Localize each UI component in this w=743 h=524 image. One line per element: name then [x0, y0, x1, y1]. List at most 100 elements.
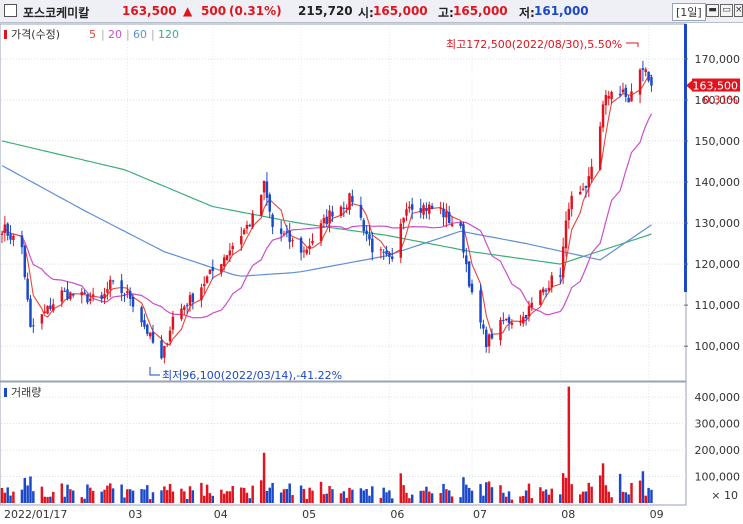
high-price: 165,000: [453, 4, 508, 18]
volume-bar: [422, 490, 425, 503]
volume-bar: [439, 493, 442, 503]
candle-body: [160, 340, 163, 359]
volume-bar: [23, 478, 27, 503]
candle-body: [530, 302, 534, 308]
volume-bar: [650, 489, 653, 503]
candle-body: [482, 324, 485, 329]
volume-bar: [610, 497, 613, 503]
ma120-legend: 120: [158, 28, 179, 41]
volume-bar: [541, 491, 545, 503]
candle-body: [567, 208, 571, 221]
volume-bar: [419, 490, 422, 503]
volume-bar: [607, 491, 610, 503]
volume-bar: [100, 491, 103, 503]
price-tick-label: 120,000: [695, 258, 741, 271]
volume-bar: [208, 493, 212, 503]
volume-bar: [291, 495, 294, 503]
volume-bar: [305, 498, 309, 503]
volume-bar: [80, 497, 83, 503]
candle-body: [422, 204, 425, 215]
candle-body: [445, 211, 448, 218]
close-icon[interactable]: ×: [734, 4, 743, 17]
volume-bar: [231, 486, 234, 503]
candle-body: [510, 322, 514, 325]
volume-bar: [322, 494, 326, 503]
candle-body: [601, 104, 605, 128]
volume-bar: [604, 485, 608, 503]
volume-bar: [598, 475, 602, 503]
candle-body: [598, 126, 602, 170]
volume-unit-label: × 10: [711, 489, 738, 502]
candle-body: [331, 211, 334, 217]
candle-body: [442, 208, 445, 218]
price-tick-label: 110,000: [695, 299, 741, 312]
volume-legend-swatch: [4, 388, 7, 397]
candle-body: [604, 94, 608, 106]
candle-body: [638, 69, 642, 95]
maximize-icon[interactable]: ▭: [720, 4, 733, 17]
select-checkbox[interactable]: [4, 4, 17, 17]
high-annotation-arrow: [626, 42, 639, 47]
candle-body: [86, 294, 89, 303]
volume-tick-label: 300,000: [695, 418, 741, 431]
candle-body: [650, 76, 653, 86]
volume-bar: [6, 487, 9, 503]
volume-bar: [408, 498, 411, 503]
price-gridlines: [1, 26, 688, 379]
period-selector[interactable]: [1일]: [672, 3, 706, 21]
price-scroll-bar[interactable]: [684, 24, 687, 292]
candle-body: [69, 292, 72, 300]
candle-body: [191, 293, 195, 303]
candle-body: [462, 224, 465, 253]
candle-body: [362, 220, 365, 232]
volume-bar: [228, 491, 232, 503]
candle-body: [541, 288, 545, 293]
stock-name[interactable]: 포스코케미칼: [23, 6, 90, 20]
price-change: 500: [201, 4, 227, 18]
volume-bar: [282, 489, 286, 503]
volume-bar: [405, 492, 408, 503]
candle-body: [63, 290, 66, 292]
candle-body: [561, 246, 565, 278]
volume-bar: [131, 490, 135, 503]
candle-body: [180, 308, 183, 320]
minimize-icon[interactable]: ▬: [706, 4, 719, 17]
volume-bar: [524, 490, 528, 503]
candle-body: [547, 287, 551, 291]
candle-body: [345, 207, 348, 210]
high-label: 고:: [438, 6, 454, 20]
candle-body: [106, 289, 109, 293]
price-tick-label: 130,000: [695, 217, 741, 230]
volume-bar: [388, 490, 391, 503]
low-label: 저:: [519, 6, 535, 20]
volume-bar: [371, 486, 374, 503]
volume-bar: [163, 486, 166, 503]
candle-body: [220, 264, 223, 273]
volume-bar: [368, 495, 371, 503]
price-tick-label: 140,000: [695, 176, 741, 189]
volume-bar: [285, 488, 289, 503]
candle-body: [430, 205, 434, 209]
candle-body: [419, 208, 422, 213]
candle-body: [146, 324, 149, 334]
date-tick-label: 09: [650, 508, 664, 521]
candle-body: [507, 317, 511, 323]
candle-body: [584, 185, 588, 188]
candle-body: [211, 267, 215, 271]
volume-bar: [220, 489, 223, 503]
candle-body: [245, 224, 249, 229]
candle-body: [49, 305, 52, 310]
volume-bar: [265, 490, 269, 503]
volume-bar: [564, 477, 568, 503]
candle-body: [502, 320, 505, 322]
volume-bar: [328, 486, 331, 503]
volume-bar: [482, 495, 485, 503]
volume-value: 215,720: [298, 4, 353, 18]
date-tick-label: 07: [473, 508, 487, 521]
volume-bar: [180, 488, 183, 503]
candle-body: [579, 191, 582, 195]
candle-body: [288, 230, 291, 242]
volume-bar: [63, 496, 66, 503]
candle-body: [527, 306, 531, 317]
candle-body: [630, 91, 633, 102]
